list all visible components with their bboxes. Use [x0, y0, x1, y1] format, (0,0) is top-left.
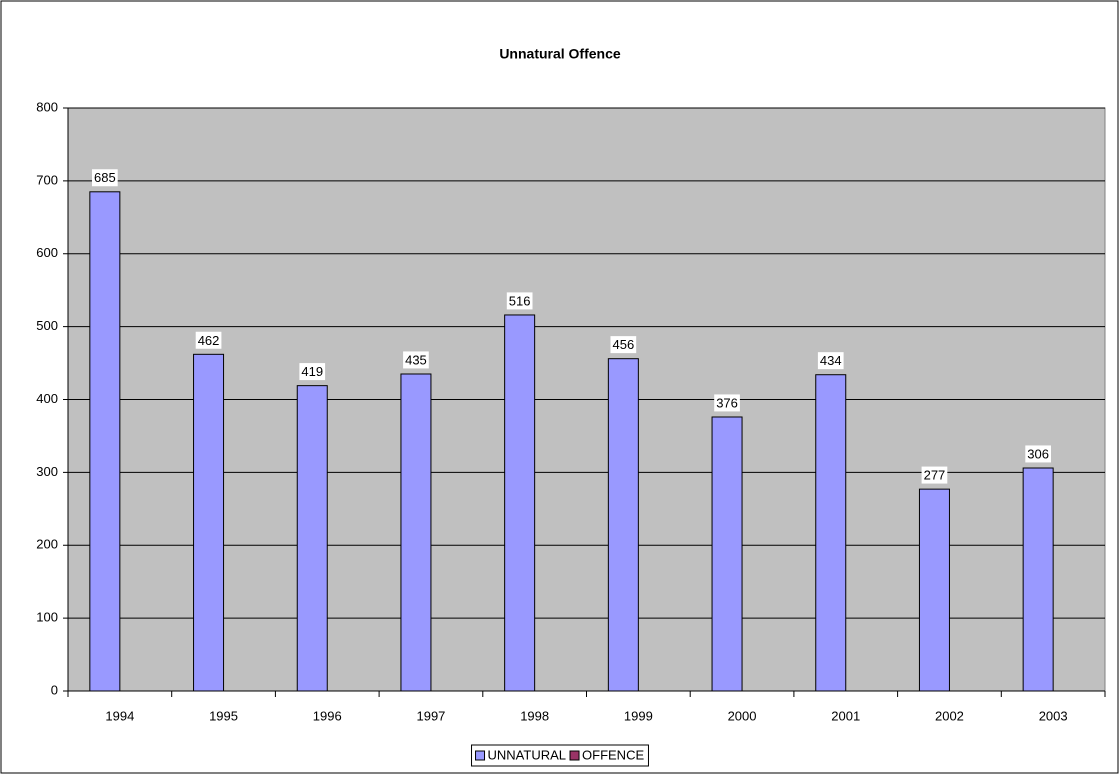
data-label: 376 — [716, 395, 738, 410]
bar — [815, 374, 847, 692]
x-tick-label: 1994 — [105, 708, 134, 723]
data-label: 419 — [301, 364, 323, 379]
bar — [400, 373, 432, 692]
x-tick-label: 2003 — [1039, 708, 1068, 723]
y-tick-label: 800 — [36, 99, 58, 114]
bar — [918, 488, 950, 692]
x-tick-label: 2002 — [935, 708, 964, 723]
bar — [504, 314, 536, 692]
bar — [711, 416, 743, 692]
data-label-bg — [714, 394, 740, 412]
data-label: 277 — [924, 468, 946, 483]
legend-label: OFFENCE — [582, 747, 644, 762]
x-tick-label: 1995 — [209, 708, 238, 723]
data-label: 516 — [509, 293, 531, 308]
data-label-bg — [91, 169, 118, 187]
bar — [607, 358, 639, 692]
legend-box — [471, 744, 649, 767]
data-label: 306 — [1027, 446, 1049, 461]
data-label: 685 — [94, 170, 116, 185]
legend-swatch — [569, 750, 580, 761]
y-tick-label: 0 — [51, 682, 58, 697]
data-label: 456 — [612, 337, 634, 352]
data-label-bg — [403, 351, 429, 369]
data-label-bg — [299, 363, 326, 381]
y-tick-label: 200 — [36, 537, 58, 552]
bar — [193, 353, 225, 692]
x-tick-label: 2000 — [728, 708, 757, 723]
x-tick-label: 1996 — [313, 708, 342, 723]
legend-label: UNNATURAL — [488, 747, 567, 762]
data-label: 434 — [820, 353, 842, 368]
data-label-bg — [1025, 445, 1052, 463]
data-label-bg — [506, 292, 533, 310]
y-tick-label: 700 — [36, 172, 58, 187]
legend-swatch — [475, 750, 486, 761]
data-label: 435 — [405, 352, 427, 367]
bar — [1022, 467, 1054, 692]
x-tick-label: 1998 — [520, 708, 549, 723]
y-tick-label: 300 — [36, 464, 58, 479]
data-label-bg — [817, 352, 844, 370]
y-tick-label: 600 — [36, 245, 58, 260]
y-tick-label: 500 — [36, 318, 58, 333]
x-tick-label: 1997 — [416, 708, 445, 723]
y-tick-label: 400 — [36, 391, 58, 406]
chart-title: Unnatural Offence — [499, 46, 621, 62]
data-label-bg — [610, 336, 637, 354]
data-label-bg — [195, 331, 222, 349]
bar — [296, 385, 328, 692]
bar — [89, 191, 121, 692]
data-label-bg — [921, 466, 948, 484]
x-tick-label: 2001 — [831, 708, 860, 723]
y-tick-label: 100 — [36, 610, 58, 625]
x-tick-label: 1999 — [624, 708, 653, 723]
data-label: 462 — [198, 333, 220, 348]
